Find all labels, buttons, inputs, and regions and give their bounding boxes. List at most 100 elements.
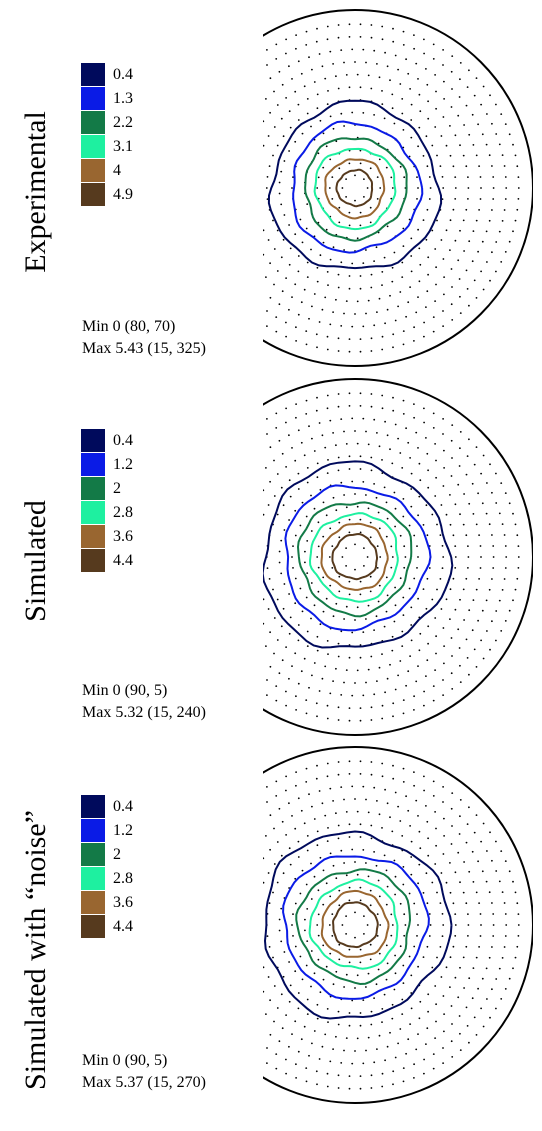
grid-dot: [471, 997, 474, 1000]
grid-dot: [439, 534, 442, 536]
grid-dot: [481, 870, 484, 873]
grid-dot: [315, 1070, 318, 1073]
grid-dot: [325, 882, 328, 885]
grid-dot: [514, 154, 517, 157]
grid-dot: [288, 434, 290, 437]
grid-dot: [457, 996, 460, 999]
grid-dot: [332, 127, 335, 130]
grid-dot: [304, 561, 306, 564]
grid-dot: [501, 154, 504, 157]
grid-dot: [308, 793, 310, 796]
grid-dot: [472, 513, 475, 515]
grid-dot: [384, 691, 386, 694]
grid-dot: [377, 968, 380, 971]
grid-dot: [326, 1072, 329, 1075]
grid-dot: [402, 515, 405, 518]
grid-dot: [467, 913, 469, 915]
grid-dot: [454, 556, 457, 558]
grid-dot: [283, 160, 286, 162]
grid-dot: [443, 1030, 445, 1033]
grid-dot: [451, 655, 453, 657]
grid-dot: [440, 504, 443, 506]
grid-dot: [391, 93, 394, 96]
grid-dot: [467, 556, 470, 558]
grid-dot: [435, 266, 437, 269]
grid-dot: [402, 498, 405, 500]
grid-dot: [394, 507, 397, 510]
grid-dot: [337, 1074, 340, 1077]
grid-dot: [363, 915, 365, 917]
grid-dot: [340, 112, 343, 115]
grid-dot: [359, 656, 362, 659]
grid-dot: [465, 165, 468, 168]
legend-label: 2: [113, 846, 121, 863]
grid-dot: [273, 985, 276, 987]
grid-dot: [504, 545, 507, 547]
grid-dot: [317, 913, 320, 916]
grid-dot: [276, 841, 279, 843]
grid-dot: [501, 220, 504, 222]
grid-dot: [407, 301, 410, 304]
grid-dot: [331, 567, 334, 569]
grid-dot: [392, 333, 395, 336]
contour-line: [308, 878, 399, 970]
grid-dot: [459, 815, 461, 818]
grid-dot: [326, 762, 329, 765]
grid-dot: [491, 491, 493, 494]
grid-dot: [463, 250, 465, 252]
grid-dot: [495, 133, 498, 135]
grid-dot: [394, 791, 397, 794]
grid-dot: [356, 873, 359, 876]
grid-dot: [468, 609, 471, 612]
grid-dot: [441, 935, 444, 937]
grid-dot: [280, 486, 283, 489]
grid-dot: [423, 38, 425, 41]
grid-dot: [488, 154, 491, 157]
grid-dot: [402, 596, 405, 599]
grid-dot: [359, 23, 362, 26]
grid-dot: [348, 162, 351, 165]
grid-dot: [376, 1048, 378, 1050]
grid-dot: [326, 472, 329, 474]
grid-dot: [393, 251, 396, 254]
grid-dot: [299, 524, 302, 527]
grid-dot: [343, 125, 345, 127]
grid-dot: [391, 635, 394, 638]
grid-dot: [329, 852, 332, 855]
grid-dot: [389, 663, 391, 666]
grid-dot: [495, 978, 498, 980]
grid-dot: [445, 513, 448, 516]
grid-dot: [343, 249, 345, 251]
grid-dot: [488, 219, 491, 222]
grid-dot: [504, 935, 507, 937]
grid-dot: [427, 100, 429, 103]
grid-dot: [450, 268, 453, 270]
grid-dot: [315, 40, 318, 43]
grid-dot: [275, 699, 278, 702]
grid-dot: [492, 935, 495, 937]
grid-dot: [308, 317, 310, 320]
grid-dot: [354, 313, 356, 315]
grid-dot: [348, 338, 351, 340]
grid-dot: [485, 143, 488, 146]
grid-dot: [498, 512, 501, 515]
grid-dot: [273, 863, 276, 865]
grid-dot: [413, 771, 415, 773]
min-value-text: Min 0 (90, 5): [82, 682, 168, 699]
grid-dot: [415, 799, 418, 802]
legend-swatch: [81, 549, 105, 572]
grid-dot: [405, 315, 407, 318]
grid-dot: [341, 924, 344, 926]
grid-dot: [280, 993, 283, 996]
grid-dot: [468, 502, 471, 505]
grid-dot: [467, 187, 470, 189]
grid-dot: [410, 624, 413, 626]
grid-dot: [325, 514, 328, 517]
grid-dot: [367, 507, 370, 510]
grid-dot: [324, 665, 327, 668]
grid-dot: [381, 653, 383, 655]
grid-dot: [376, 176, 379, 179]
grid-dot: [410, 873, 413, 876]
grid-dot: [410, 488, 413, 490]
grid-dot: [491, 620, 493, 623]
